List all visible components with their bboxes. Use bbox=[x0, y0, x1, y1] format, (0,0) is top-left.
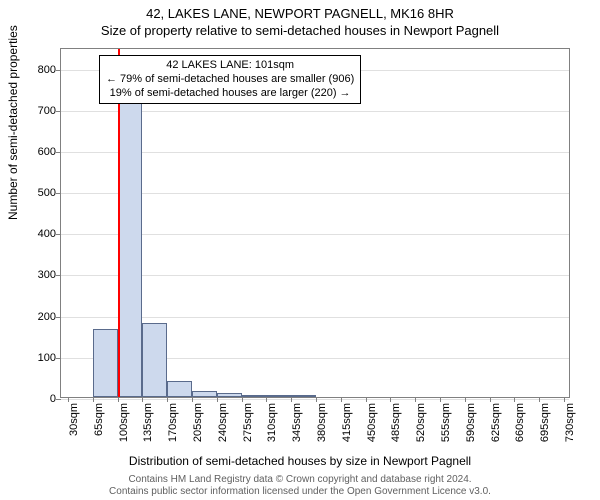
histogram-bar bbox=[118, 92, 143, 397]
histogram-bar bbox=[167, 381, 192, 397]
x-tick-label: 310sqm bbox=[266, 403, 278, 442]
x-tick-mark bbox=[291, 397, 292, 402]
callout-line2: ← 79% of semi-detached houses are smalle… bbox=[106, 73, 354, 87]
x-tick-mark bbox=[539, 397, 540, 402]
x-tick-label: 205sqm bbox=[192, 403, 204, 442]
x-tick-label: 170sqm bbox=[167, 403, 179, 442]
y-axis-label: Number of semi-detached properties bbox=[6, 25, 20, 220]
x-tick-label: 485sqm bbox=[390, 403, 402, 442]
x-tick-label: 660sqm bbox=[514, 403, 526, 442]
x-tick-label: 450sqm bbox=[366, 403, 378, 442]
x-tick-mark bbox=[68, 397, 69, 402]
y-tick-mark bbox=[56, 193, 61, 194]
x-tick-mark bbox=[93, 397, 94, 402]
callout-box: 42 LAKES LANE: 101sqm ← 79% of semi-deta… bbox=[99, 55, 361, 104]
x-tick-mark bbox=[390, 397, 391, 402]
x-tick-mark bbox=[341, 397, 342, 402]
x-tick-label: 555sqm bbox=[440, 403, 452, 442]
chart-title-line2: Size of property relative to semi-detach… bbox=[0, 21, 600, 38]
x-tick-mark bbox=[167, 397, 168, 402]
x-tick-label: 590sqm bbox=[465, 403, 477, 442]
footer-line2: Contains public sector information licen… bbox=[0, 486, 600, 498]
x-tick-mark bbox=[142, 397, 143, 402]
x-tick-label: 345sqm bbox=[291, 403, 303, 442]
callout-line3: 19% of semi-detached houses are larger (… bbox=[106, 87, 354, 101]
x-tick-mark bbox=[490, 397, 491, 402]
x-tick-label: 135sqm bbox=[142, 403, 154, 442]
footer-line1: Contains HM Land Registry data © Crown c… bbox=[0, 474, 600, 486]
x-tick-mark bbox=[316, 397, 317, 402]
x-tick-mark bbox=[514, 397, 515, 402]
y-tick-mark bbox=[56, 399, 61, 400]
y-tick-mark bbox=[56, 275, 61, 276]
chart-container: 42, LAKES LANE, NEWPORT PAGNELL, MK16 8H… bbox=[0, 0, 600, 500]
gridline bbox=[61, 399, 569, 400]
histogram-bar bbox=[217, 393, 242, 397]
x-tick-mark bbox=[217, 397, 218, 402]
y-tick-mark bbox=[56, 152, 61, 153]
x-tick-mark bbox=[415, 397, 416, 402]
x-tick-label: 275sqm bbox=[242, 403, 254, 442]
y-tick-mark bbox=[56, 111, 61, 112]
footer: Contains HM Land Registry data © Crown c… bbox=[0, 474, 600, 498]
x-axis-label: Distribution of semi-detached houses by … bbox=[0, 454, 600, 468]
x-tick-mark bbox=[266, 397, 267, 402]
x-tick-mark bbox=[465, 397, 466, 402]
histogram-bar bbox=[291, 395, 316, 397]
x-tick-mark bbox=[242, 397, 243, 402]
y-tick-mark bbox=[56, 317, 61, 318]
callout-line1: 42 LAKES LANE: 101sqm bbox=[106, 59, 354, 73]
plot-area: 010020030040050060070080030sqm65sqm100sq… bbox=[60, 48, 570, 398]
x-tick-label: 695sqm bbox=[539, 403, 551, 442]
y-tick-mark bbox=[56, 358, 61, 359]
histogram-bar bbox=[242, 395, 267, 397]
y-tick-mark bbox=[56, 70, 61, 71]
histogram-bar bbox=[142, 323, 167, 397]
histogram-bar bbox=[93, 329, 118, 397]
x-tick-label: 730sqm bbox=[564, 403, 576, 442]
x-tick-mark bbox=[564, 397, 565, 402]
x-tick-mark bbox=[118, 397, 119, 402]
x-tick-mark bbox=[192, 397, 193, 402]
x-tick-label: 520sqm bbox=[415, 403, 427, 442]
x-tick-mark bbox=[366, 397, 367, 402]
x-tick-label: 380sqm bbox=[316, 403, 328, 442]
x-tick-label: 65sqm bbox=[93, 403, 105, 436]
histogram-bar bbox=[192, 391, 217, 397]
x-tick-label: 625sqm bbox=[490, 403, 502, 442]
x-tick-label: 240sqm bbox=[217, 403, 229, 442]
y-tick-mark bbox=[56, 234, 61, 235]
x-tick-label: 415sqm bbox=[341, 403, 353, 442]
x-tick-label: 30sqm bbox=[68, 403, 80, 436]
chart-title-line1: 42, LAKES LANE, NEWPORT PAGNELL, MK16 8H… bbox=[0, 0, 600, 21]
histogram-bar bbox=[266, 395, 291, 397]
x-tick-mark bbox=[440, 397, 441, 402]
x-tick-label: 100sqm bbox=[118, 403, 130, 442]
